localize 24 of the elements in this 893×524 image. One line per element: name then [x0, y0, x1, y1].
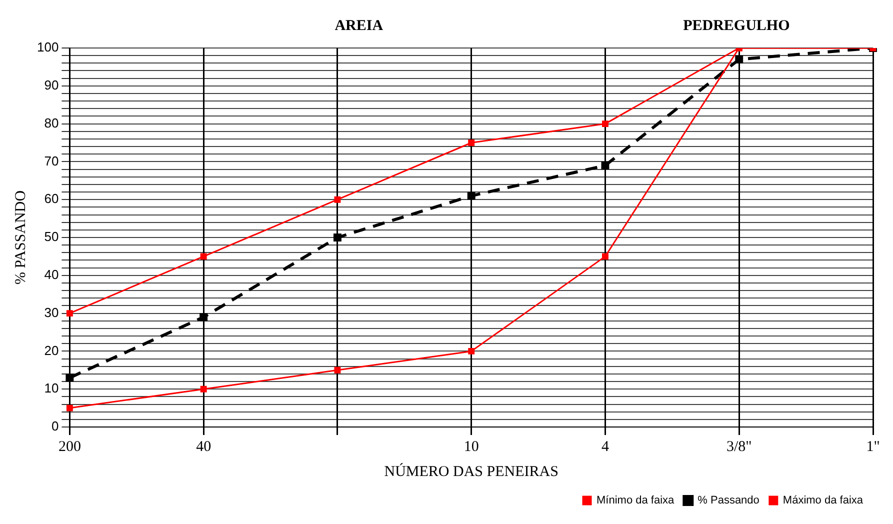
legend-label: % Passando — [698, 494, 760, 507]
x-tick-label: 40 — [196, 438, 212, 455]
y-tick-label: 60 — [44, 191, 59, 206]
text: AREIA — [334, 18, 384, 34]
y-tick-label: 10 — [44, 380, 59, 396]
legend-label: Máximo da faixa — [782, 494, 864, 507]
y-tick-label: 80 — [44, 115, 59, 130]
text: PEDREGULHO — [683, 18, 790, 34]
x-axis-title: NÚMERO DAS PENEIRAS — [384, 462, 558, 480]
y-tick-label: 30 — [44, 304, 59, 320]
y-axis-title: % PASSANDO — [12, 190, 29, 285]
y-tick-label: 20 — [44, 342, 59, 358]
y-tick-label: 70 — [44, 153, 59, 168]
x-tick-label: 1" — [866, 438, 880, 455]
x-tick-label: 3/8" — [726, 438, 752, 455]
legend-label: Mínimo da faixa — [596, 494, 676, 507]
y-tick-label: 40 — [44, 266, 59, 282]
y-tick-label: 90 — [44, 77, 59, 92]
y-tick-label: 100 — [36, 40, 59, 55]
y-tick-label: 50 — [44, 229, 59, 244]
y-tick-label: 0 — [51, 418, 59, 434]
x-tick-label: 4 — [601, 438, 610, 455]
x-tick-label: 10 — [464, 438, 479, 455]
x-tick-label: 200 — [58, 438, 81, 455]
